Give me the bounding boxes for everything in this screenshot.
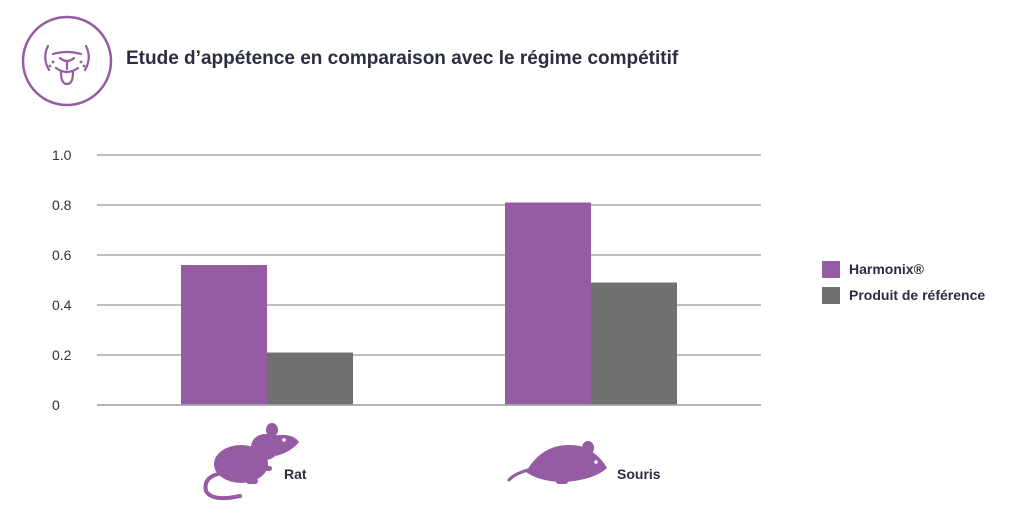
legend: Harmonix® Produit de référence	[822, 256, 985, 308]
y-tick-label: 0.2	[52, 347, 72, 363]
bar-harmonix-rat	[181, 265, 267, 405]
category-label-rat: Rat	[284, 466, 307, 482]
legend-label-reference: Produit de référence	[849, 287, 986, 303]
rat-icon	[203, 423, 299, 501]
category-label-souris: Souris	[617, 466, 661, 482]
y-tick-label: 0.6	[52, 247, 72, 263]
bar-reference-souris	[591, 282, 677, 405]
legend-label-harmonix: Harmonix®	[849, 261, 924, 277]
bar-reference-rat	[267, 352, 353, 405]
y-tick-label: 0.8	[52, 197, 72, 213]
x-axis: Rat Souris	[97, 404, 761, 482]
y-axis-ticks: 0 0.2 0.4 0.6 0.8 1.0	[52, 147, 72, 413]
animal-face-icon	[21, 15, 113, 107]
bar-harmonix-souris	[505, 202, 591, 405]
y-tick-label: 0.4	[52, 297, 72, 313]
legend-swatch-reference	[822, 286, 840, 304]
y-tick-label: 0	[52, 397, 60, 413]
y-tick-label: 1.0	[52, 147, 72, 163]
chart-title: Etude d’appétence en comparaison avec le…	[126, 48, 679, 69]
mouse-icon	[507, 441, 607, 484]
legend-item-harmonix: Harmonix®	[822, 256, 985, 282]
legend-swatch-harmonix	[822, 260, 840, 278]
bars	[181, 202, 677, 405]
legend-item-reference: Produit de référence	[822, 282, 985, 308]
